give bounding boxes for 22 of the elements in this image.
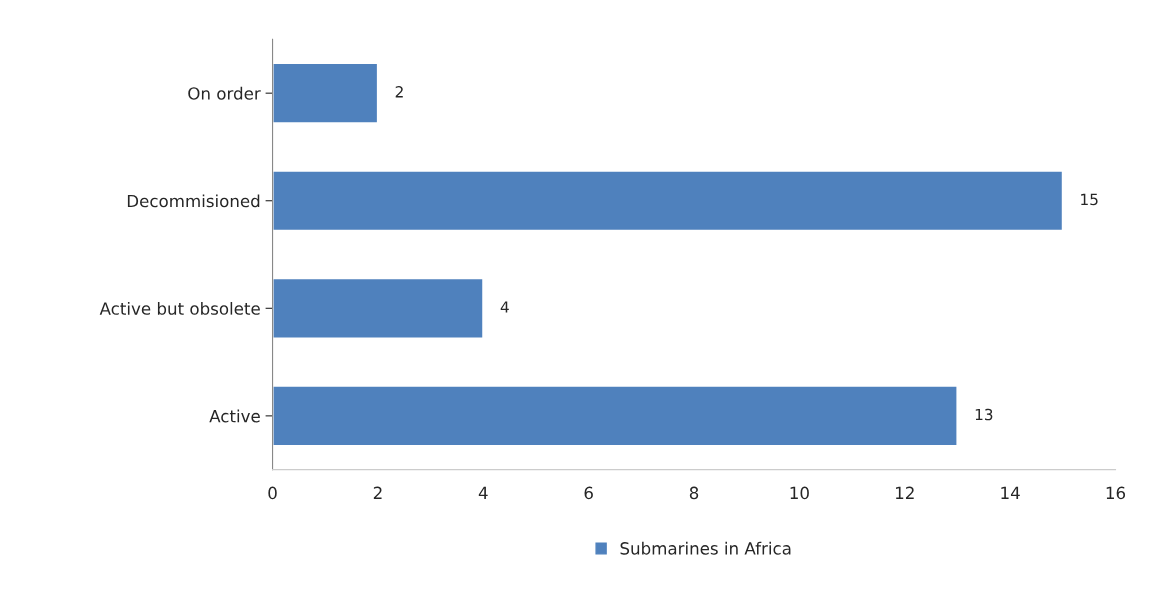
x-tick-label: 12 (895, 486, 914, 499)
y-tick-label: On order (188, 86, 261, 100)
x-tick-label: 6 (584, 486, 593, 500)
bar (272, 62, 379, 125)
y-tick-label: Active but obsolete (99, 301, 260, 315)
x-tick-label: 4 (478, 486, 488, 499)
y-tick-label: Decommisioned (127, 194, 260, 208)
x-tick-label: 14 (1001, 486, 1020, 499)
data-label: 4 (500, 301, 509, 313)
x-tick-label: 2 (373, 486, 382, 499)
x-tick-label: 8 (689, 486, 699, 500)
y-tick-label: Active (209, 409, 260, 423)
legend-label: Submarines in Africa (620, 541, 791, 555)
bar (272, 277, 485, 340)
data-label: 2 (395, 86, 403, 98)
x-tick-label: 10 (790, 486, 809, 500)
bar (272, 169, 1064, 232)
data-label: 15 (1081, 193, 1098, 206)
bar (272, 384, 959, 448)
data-label: 13 (975, 408, 993, 421)
x-tick-label: 0 (268, 486, 277, 500)
x-tick-label: 16 (1106, 486, 1126, 500)
